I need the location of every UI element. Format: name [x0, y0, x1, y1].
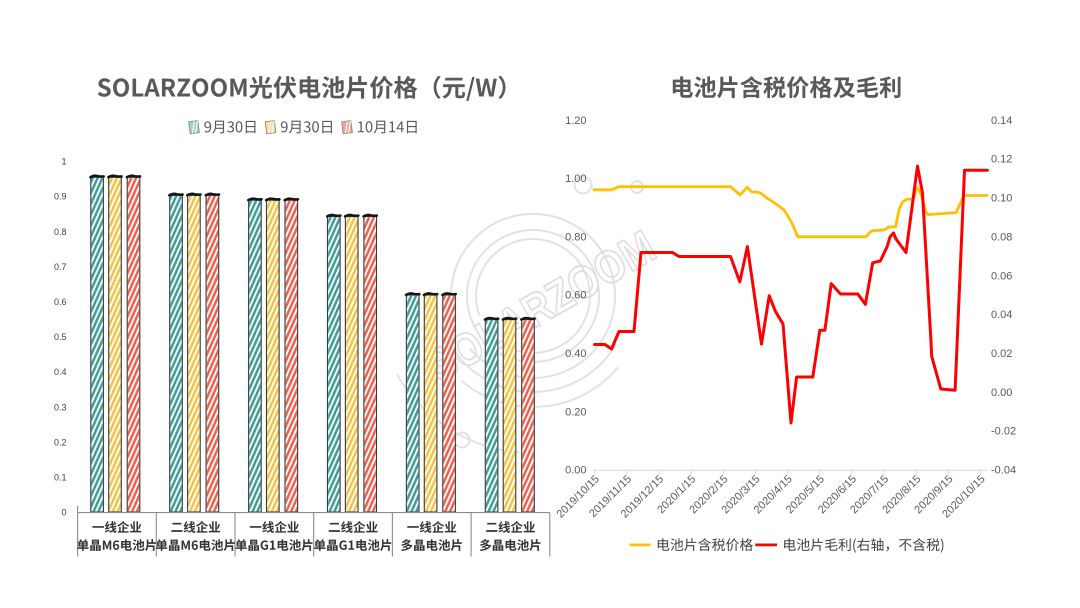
svg-text:0.4: 0.4: [54, 367, 67, 377]
svg-text:0.6: 0.6: [54, 297, 67, 307]
svg-text:0.20: 0.20: [565, 406, 586, 418]
svg-text:0.9: 0.9: [54, 192, 67, 202]
svg-text:0.00: 0.00: [565, 465, 586, 477]
svg-text:0.60: 0.60: [565, 290, 586, 302]
svg-text:0.80: 0.80: [565, 231, 586, 243]
svg-text:0.14: 0.14: [991, 115, 1012, 127]
svg-text:0.7: 0.7: [54, 262, 67, 272]
svg-text:0.5: 0.5: [54, 332, 67, 342]
svg-text:0.8: 0.8: [54, 227, 67, 237]
svg-text:0.00: 0.00: [991, 387, 1012, 399]
svg-text:-0.04: -0.04: [991, 465, 1016, 477]
svg-text:1: 1: [61, 157, 66, 167]
svg-text:0.10: 0.10: [991, 193, 1012, 205]
svg-text:0.40: 0.40: [565, 348, 586, 360]
svg-text:0.2: 0.2: [54, 437, 67, 447]
svg-text:-0.02: -0.02: [991, 426, 1016, 438]
svg-text:0.06: 0.06: [991, 270, 1012, 282]
svg-text:1.00: 1.00: [565, 173, 586, 185]
svg-text:0.12: 0.12: [991, 154, 1012, 166]
svg-text:0.02: 0.02: [991, 348, 1012, 360]
svg-text:0.04: 0.04: [991, 309, 1012, 321]
svg-text:0.3: 0.3: [54, 402, 67, 412]
svg-text:1.20: 1.20: [565, 115, 586, 127]
svg-text:0.08: 0.08: [991, 231, 1012, 243]
svg-text:0.1: 0.1: [54, 473, 67, 483]
svg-text:0: 0: [61, 508, 66, 518]
